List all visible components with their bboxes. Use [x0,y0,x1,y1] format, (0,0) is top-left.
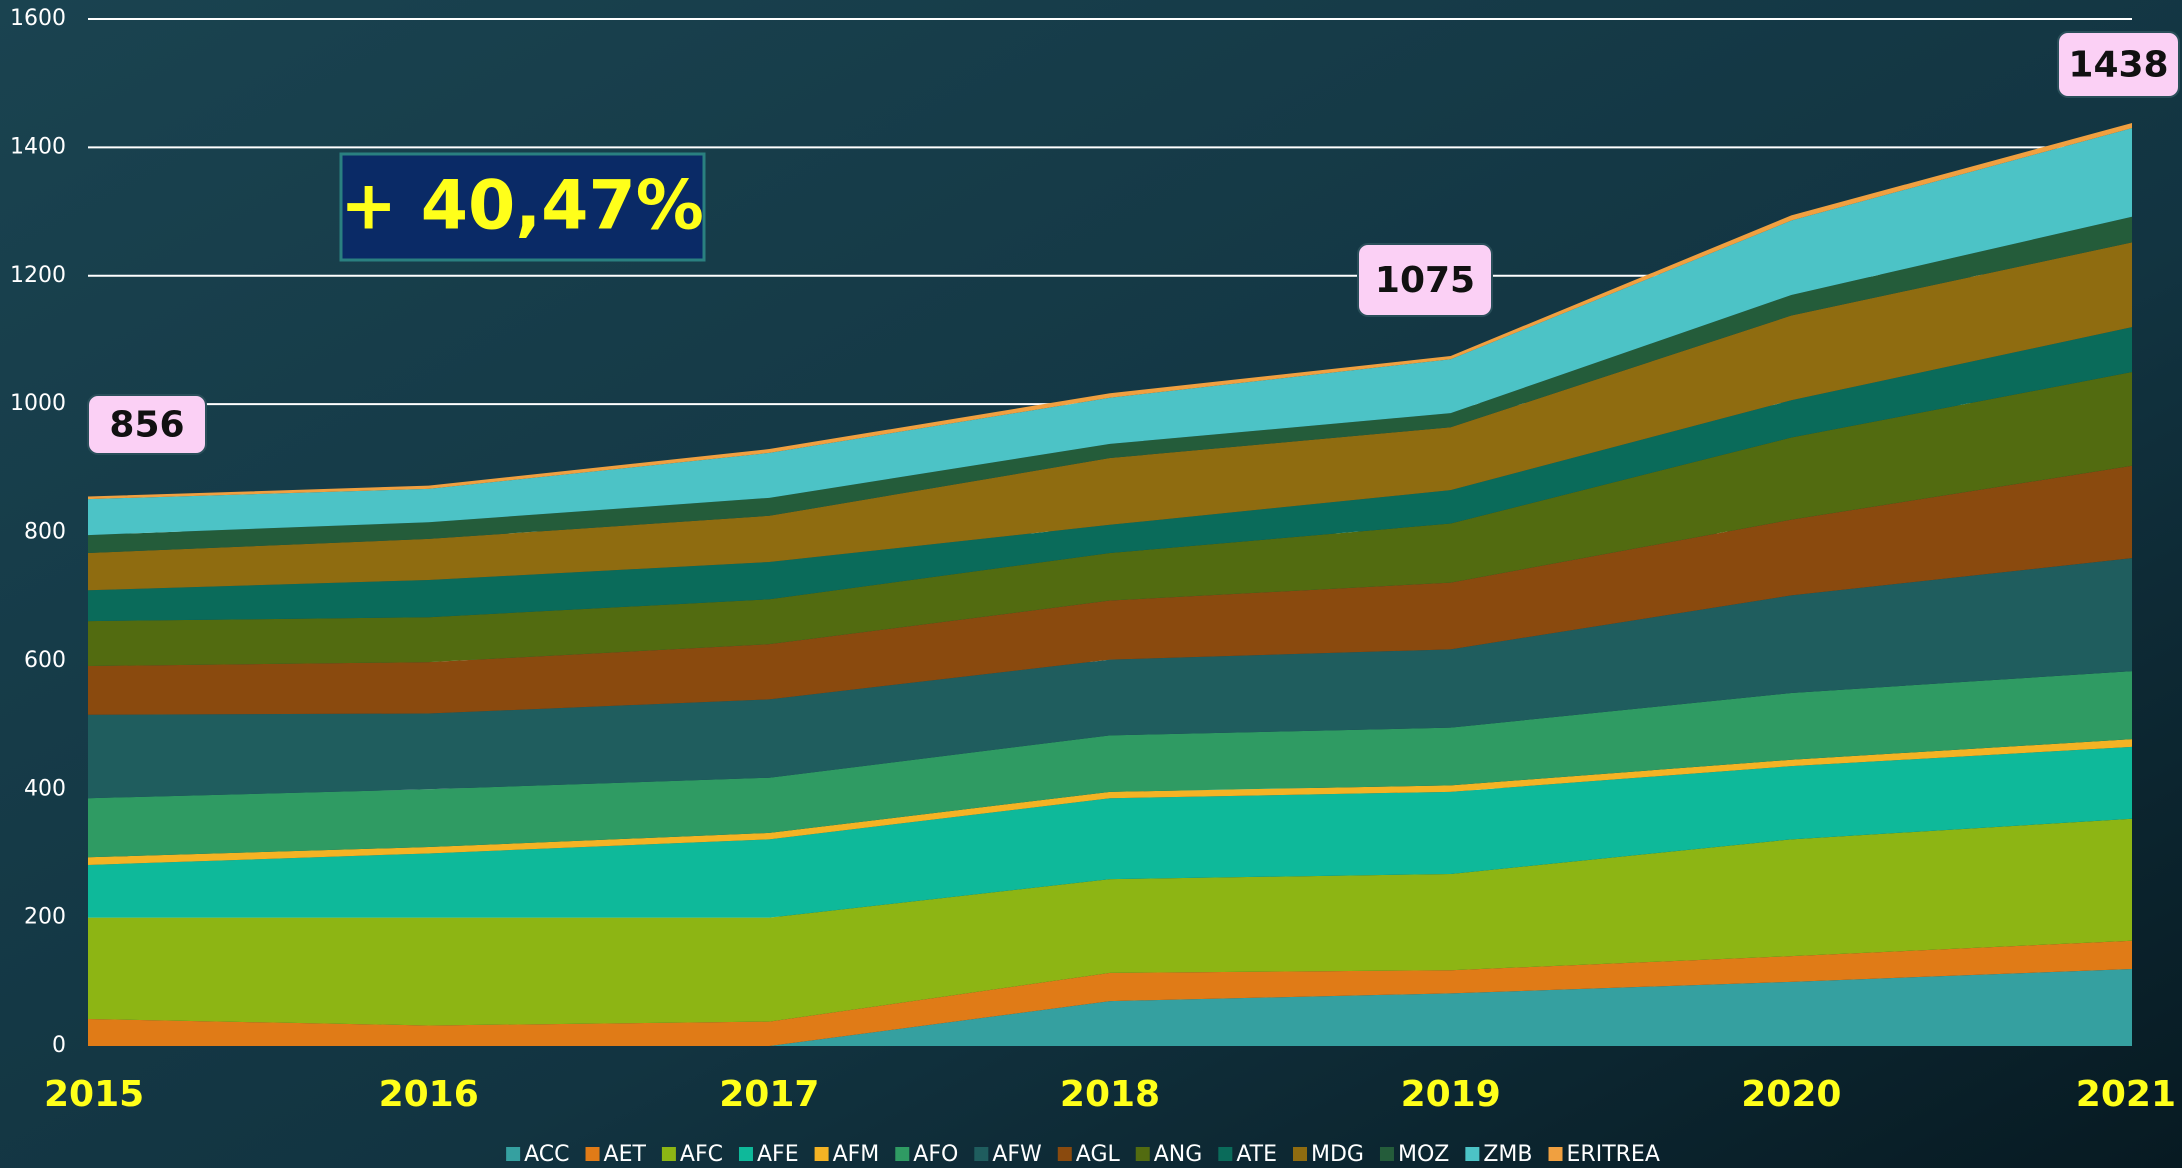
x-tick-label: 2020 [1741,1074,1841,1115]
area [88,128,2132,536]
y-tick-label: 400 [24,776,66,801]
callout-label: 1438 [2068,45,2168,86]
value-callout [1357,243,1493,317]
legend-label: MOZ [1398,1142,1449,1167]
legend-swatch [1379,1147,1394,1161]
legend-label: MDG [1311,1142,1364,1167]
legend-label: AFW [992,1142,1042,1167]
legend-swatch [738,1147,753,1161]
legend-swatch [661,1147,676,1161]
legend-label: AFE [757,1142,799,1167]
legend-swatch [895,1147,910,1161]
x-tick-label: 2018 [1060,1074,1160,1115]
x-tick-label: 2019 [1401,1074,1501,1115]
legend-swatch [1057,1147,1072,1161]
x-tick-label: 2016 [379,1074,479,1115]
legend-label: ANG [1154,1142,1203,1167]
y-tick-label: 1200 [10,263,66,288]
area [88,372,2132,667]
legend-swatch [585,1147,600,1161]
legend-label: AFO [913,1142,958,1167]
area [88,746,2132,918]
area [88,242,2132,591]
area [88,968,2132,1046]
legend-swatch [1135,1147,1150,1161]
legend-label: AGL [1076,1142,1121,1167]
area [88,818,2132,1026]
legend-swatch [1465,1147,1480,1161]
y-tick-label: 600 [24,648,66,673]
y-tick-label: 1600 [10,6,66,31]
legend-label: ACC [524,1142,569,1167]
legend-swatch [1218,1147,1233,1161]
y-tick-label: 800 [24,520,66,545]
legend-label: ERITREA [1567,1142,1660,1167]
legend-label: ZMB [1483,1142,1532,1167]
y-tick-label: 1400 [10,134,66,159]
legend-label: AFC [680,1142,723,1167]
x-tick-label: 2017 [719,1074,819,1115]
value-callout [2057,31,2180,98]
legend-swatch [1293,1147,1307,1161]
y-tick-label: 0 [52,1033,66,1058]
area [88,327,2132,622]
area [88,671,2132,858]
legend-swatch [974,1147,989,1161]
y-tick-label: 1000 [10,391,66,416]
area [88,558,2132,799]
area [88,940,2132,1046]
area [88,465,2132,715]
callout-label: 856 [109,405,184,446]
x-tick-label: 2021 [2076,1074,2176,1115]
legend-swatch [506,1147,521,1161]
growth-box [339,152,706,262]
growth-label: + 40,47% [340,167,704,246]
value-callout [87,394,207,455]
legend-label: AFM [833,1142,880,1167]
y-tick-label: 200 [24,905,66,930]
callout-label: 1075 [1375,260,1475,301]
legend: ACC AET AFC AFE AFM AFO AFW AGL ANG ATE MDG MOZ ZMB E… [506,1142,1660,1167]
legend-label: ATE [1236,1142,1277,1167]
area [88,739,2132,865]
legend-swatch [1548,1147,1563,1161]
legend-swatch [814,1147,829,1161]
legend-label: AET [604,1142,647,1167]
x-tick-label: 2015 [44,1074,144,1115]
